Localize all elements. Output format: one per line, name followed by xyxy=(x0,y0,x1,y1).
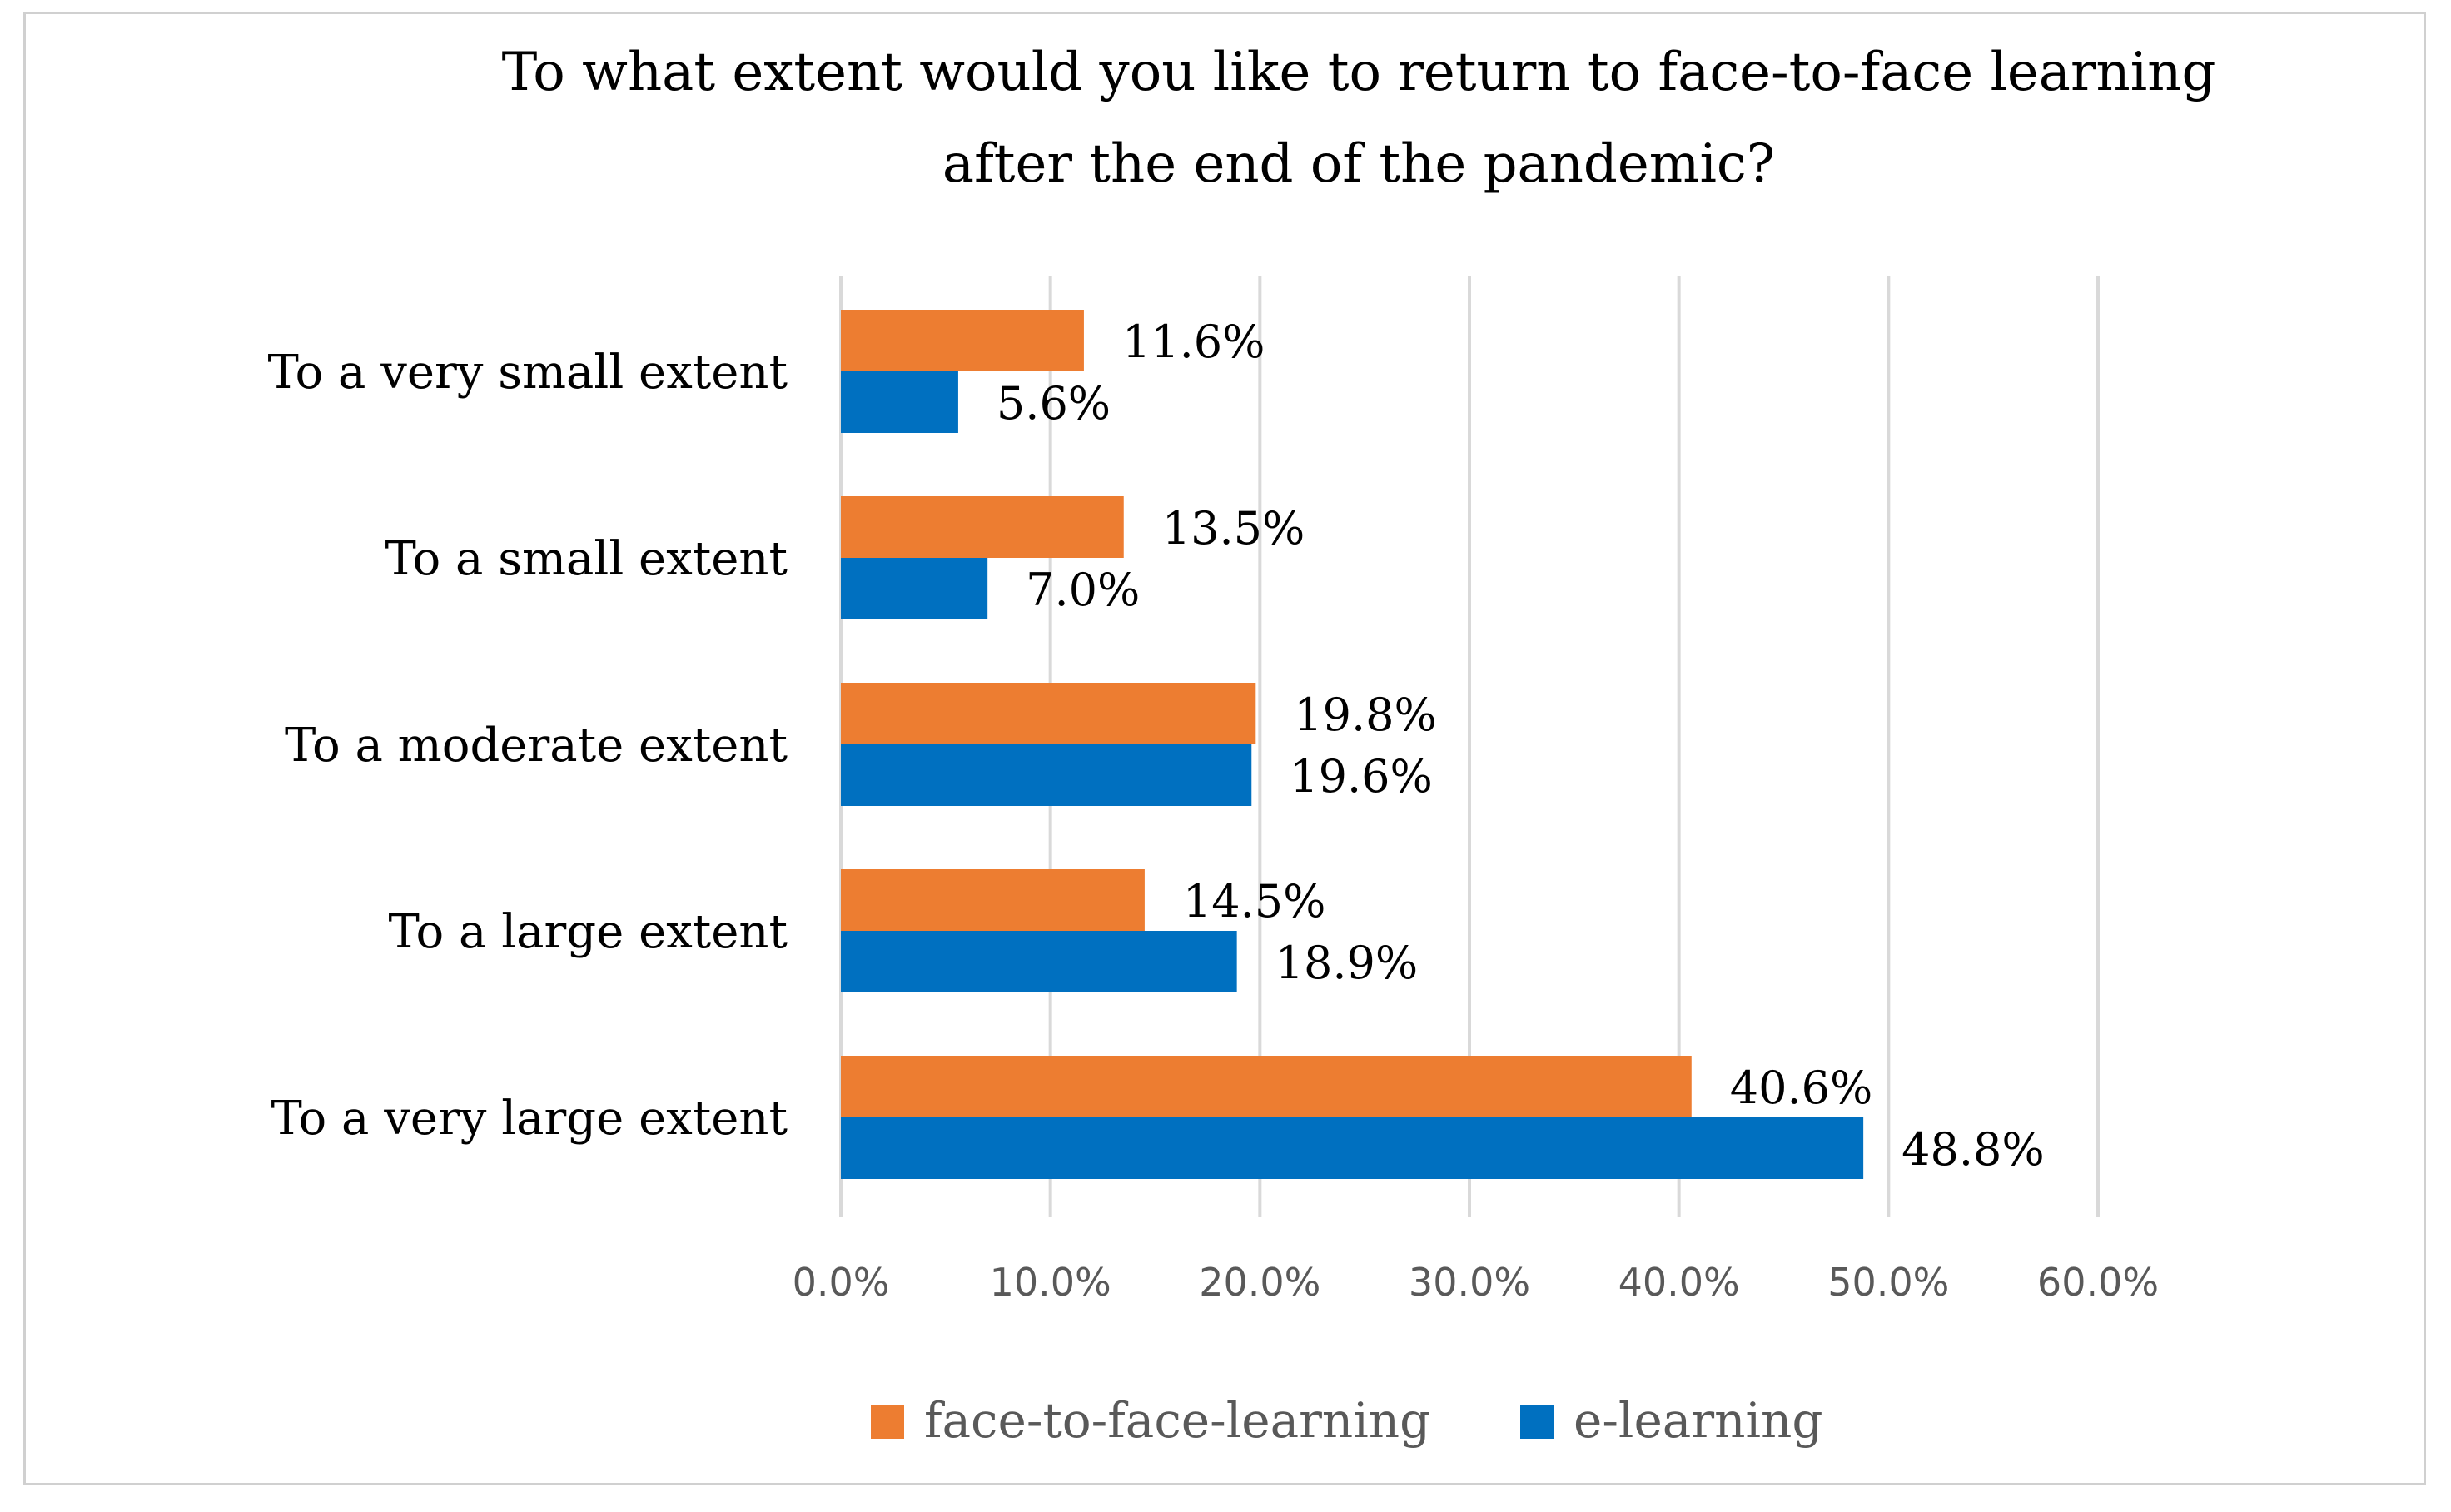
category-label-0: To a very small extent xyxy=(268,346,788,400)
bar-face-to-face-learning-2 xyxy=(841,683,1256,744)
data-label-e-learning-2: 19.6% xyxy=(1290,750,1433,803)
data-label-face-to-face-learning-2: 19.8% xyxy=(1294,689,1437,741)
legend-swatch-face-to-face-learning xyxy=(871,1405,904,1439)
x-tick-label-5: 50.0% xyxy=(1827,1260,1949,1305)
bars xyxy=(841,310,1864,1179)
x-tick-label-2: 20.0% xyxy=(1199,1260,1320,1305)
legend-label-e-learning: e-learning xyxy=(1574,1392,1823,1449)
data-label-e-learning-3: 18.9% xyxy=(1275,937,1419,989)
bar-e-learning-2 xyxy=(841,744,1252,806)
bar-e-learning-0 xyxy=(841,371,958,433)
data-label-face-to-face-learning-4: 40.6% xyxy=(1730,1062,1873,1114)
x-tick-label-3: 30.0% xyxy=(1409,1260,1530,1305)
x-tick-label-0: 0.0% xyxy=(793,1260,890,1305)
x-tick-label-6: 60.0% xyxy=(2037,1260,2159,1305)
bar-e-learning-4 xyxy=(841,1117,1864,1179)
data-labels: 11.6%5.6% 13.5% 7.0% 19.8% 19.6% 14.5% 18.9% 40… xyxy=(997,316,2045,1176)
legend-item-e-learning[interactable]: e-learning xyxy=(1520,1392,1823,1449)
chart-title-line-1: To what extent would you like to return … xyxy=(502,42,2216,103)
legend-item-face-to-face-learning[interactable]: face-to-face-learning xyxy=(871,1392,1430,1449)
data-label-e-learning-4: 48.8% xyxy=(1902,1123,2045,1176)
data-label-e-learning-1: 7.0% xyxy=(1026,564,1140,616)
bar-e-learning-1 xyxy=(841,558,988,619)
chart-title-line-2: after the end of the pandemic? xyxy=(942,133,1775,195)
bar-face-to-face-learning-4 xyxy=(841,1056,1692,1117)
category-label-3: To a large extent xyxy=(389,905,788,959)
data-label-face-to-face-learning-3: 14.5% xyxy=(1183,875,1326,928)
category-label-2: To a moderate extent xyxy=(285,719,788,773)
x-axis-tick-labels: 0.0% 10.0% 20.0% 30.0% 40.0% 50.0% 60.0% xyxy=(793,1260,2160,1305)
data-label-e-learning-0: 5.6% xyxy=(997,377,1111,430)
x-tick-label-1: 10.0% xyxy=(990,1260,1111,1305)
x-tick-label-4: 40.0% xyxy=(1618,1260,1740,1305)
bar-face-to-face-learning-0 xyxy=(841,310,1084,371)
data-label-face-to-face-learning-0: 11.6% xyxy=(1122,316,1265,368)
legend[interactable]: face-to-face-learning e-learning xyxy=(871,1392,1823,1449)
category-label-1: To a small extent xyxy=(385,532,788,586)
category-label-4: To a very large extent xyxy=(271,1092,788,1146)
bar-face-to-face-learning-1 xyxy=(841,496,1124,558)
data-label-face-to-face-learning-1: 13.5% xyxy=(1162,502,1305,555)
chart-title: To what extent would you like to return … xyxy=(502,42,2216,195)
category-labels: To a very small extent To a small extent T… xyxy=(268,346,788,1146)
bar-e-learning-3 xyxy=(841,931,1237,992)
bar-face-to-face-learning-3 xyxy=(841,869,1145,931)
legend-swatch-e-learning xyxy=(1520,1405,1554,1439)
legend-label-face-to-face-learning: face-to-face-learning xyxy=(924,1392,1430,1449)
